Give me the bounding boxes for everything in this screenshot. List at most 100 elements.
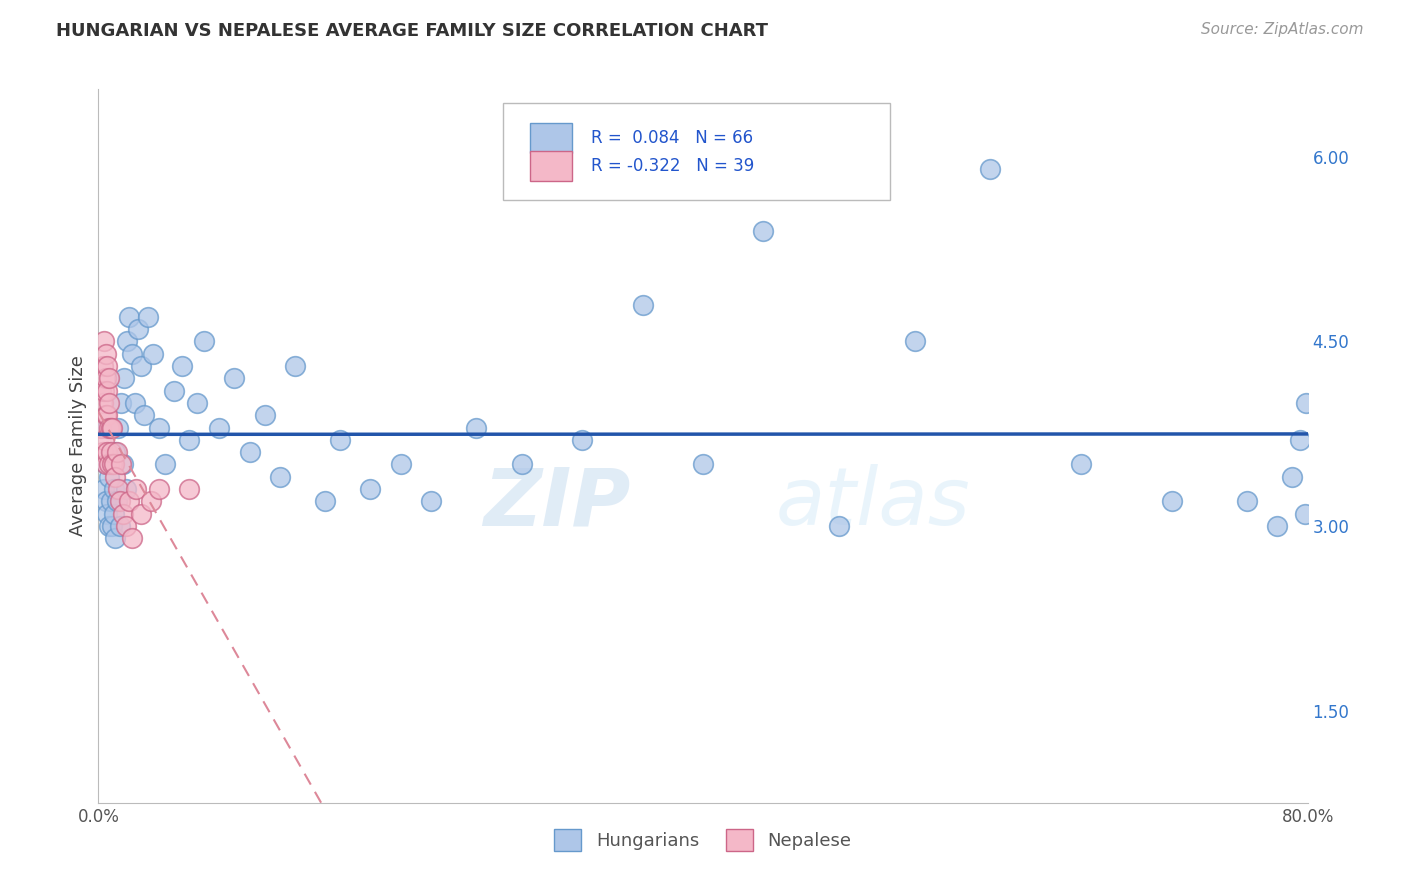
Point: [110, 396, 132, 410]
Point: [101, 420, 124, 434]
Legend: Hungarians, Nepalese: Hungarians, Nepalese: [547, 822, 859, 858]
Point: [94, 458, 117, 472]
Point: [979, 162, 1001, 177]
Point: [465, 420, 488, 434]
Point: [103, 482, 125, 496]
Point: [314, 494, 336, 508]
Text: R = -0.322   N = 39: R = -0.322 N = 39: [591, 157, 754, 175]
Point: [96, 409, 118, 423]
Point: [105, 445, 128, 459]
Point: [94, 458, 117, 472]
Point: [100, 445, 122, 459]
Point: [93, 334, 115, 349]
Point: [94, 494, 117, 508]
Point: [98, 469, 121, 483]
Text: R =  0.084   N = 66: R = 0.084 N = 66: [591, 128, 752, 146]
Point: [96, 359, 118, 373]
Point: [571, 433, 593, 447]
Point: [179, 482, 201, 496]
Point: [93, 384, 115, 398]
Point: [389, 458, 412, 472]
Point: [94, 347, 117, 361]
Text: ZIP: ZIP: [484, 464, 630, 542]
Text: atlas: atlas: [776, 464, 970, 542]
Point: [96, 507, 118, 521]
Point: [121, 347, 143, 361]
Point: [98, 420, 121, 434]
Point: [94, 371, 117, 385]
Point: [118, 494, 141, 508]
Point: [101, 458, 124, 472]
Point: [96, 445, 118, 459]
Point: [631, 297, 654, 311]
Point: [141, 494, 163, 508]
Point: [828, 519, 851, 533]
Point: [104, 469, 127, 483]
Point: [100, 445, 122, 459]
Point: [170, 359, 193, 373]
Point: [104, 445, 127, 459]
Point: [90, 420, 112, 434]
Point: [90, 384, 112, 398]
Point: [101, 458, 124, 472]
Point: [1281, 469, 1303, 483]
Point: [142, 347, 165, 361]
Point: [121, 531, 143, 545]
Point: [360, 482, 382, 496]
Point: [98, 396, 121, 410]
Point: [96, 384, 118, 398]
Point: [98, 519, 121, 533]
Point: [132, 409, 155, 423]
Point: [118, 310, 141, 324]
Point: [1294, 507, 1316, 521]
Point: [107, 482, 129, 496]
Point: [124, 396, 146, 410]
Point: [1070, 458, 1092, 472]
Point: [91, 445, 114, 459]
Point: [510, 458, 533, 472]
Point: [284, 359, 307, 373]
Point: [253, 409, 276, 423]
FancyBboxPatch shape: [503, 103, 890, 200]
Point: [98, 371, 121, 385]
Point: [752, 224, 775, 238]
Point: [1236, 494, 1258, 508]
Point: [420, 494, 443, 508]
Point: [224, 371, 246, 385]
Point: [114, 482, 136, 496]
Point: [1295, 396, 1317, 410]
Point: [100, 420, 122, 434]
Point: [103, 458, 125, 472]
Point: [107, 420, 129, 434]
Y-axis label: Average Family Size: Average Family Size: [69, 356, 87, 536]
Text: HUNGARIAN VS NEPALESE AVERAGE FAMILY SIZE CORRELATION CHART: HUNGARIAN VS NEPALESE AVERAGE FAMILY SIZ…: [56, 22, 768, 40]
Point: [148, 482, 170, 496]
Point: [208, 420, 231, 434]
Point: [108, 494, 131, 508]
Point: [186, 396, 208, 410]
Point: [108, 519, 131, 533]
Point: [100, 494, 122, 508]
Point: [111, 507, 134, 521]
Point: [125, 482, 148, 496]
Point: [179, 433, 201, 447]
Point: [112, 371, 135, 385]
Point: [101, 519, 124, 533]
Bar: [530, 123, 572, 153]
Point: [692, 458, 714, 472]
Point: [114, 519, 136, 533]
Point: [96, 420, 118, 434]
Point: [93, 482, 115, 496]
Point: [129, 359, 152, 373]
Point: [136, 310, 159, 324]
Point: [127, 322, 149, 336]
Point: [329, 433, 352, 447]
Point: [269, 469, 291, 483]
Point: [104, 531, 127, 545]
Point: [111, 458, 134, 472]
Text: Source: ZipAtlas.com: Source: ZipAtlas.com: [1201, 22, 1364, 37]
Point: [93, 433, 115, 447]
Point: [193, 334, 215, 349]
Bar: [530, 151, 572, 180]
Point: [163, 384, 186, 398]
